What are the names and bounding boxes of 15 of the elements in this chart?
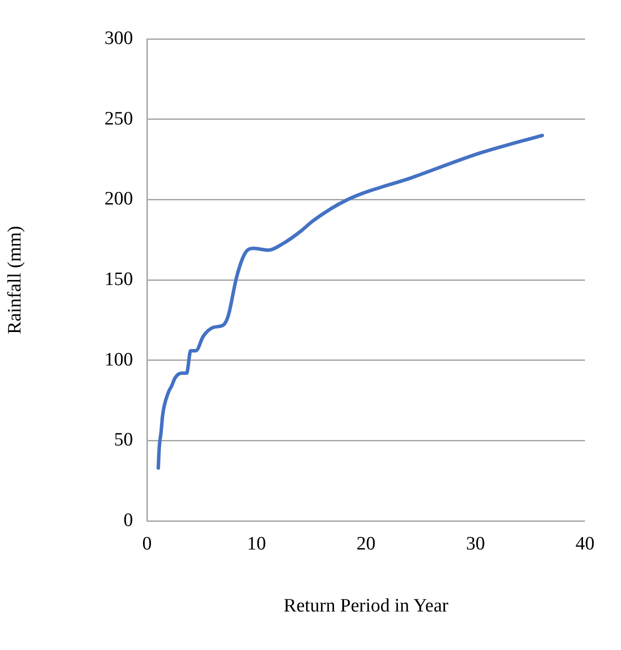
x-tick-label: 20	[356, 533, 376, 554]
x-tick-label: 40	[576, 533, 594, 554]
line-series	[156, 134, 544, 470]
y-tick-label: 150	[104, 268, 133, 290]
y-tick-label: 100	[104, 349, 133, 370]
y-tick-label: 50	[114, 430, 133, 451]
y-tick-label: 0	[124, 510, 133, 531]
y-tick-label: 250	[104, 108, 133, 130]
y-tick-label: 300	[104, 28, 133, 49]
x-tick-label: 30	[466, 533, 485, 554]
x-axis-title: Return Period in Year	[284, 596, 449, 617]
x-tick-label: 10	[247, 533, 266, 554]
y-axis-title: Rainfall (mm)	[4, 226, 26, 334]
x-tick-label: 0	[142, 533, 152, 554]
y-tick-label: 200	[104, 188, 133, 210]
